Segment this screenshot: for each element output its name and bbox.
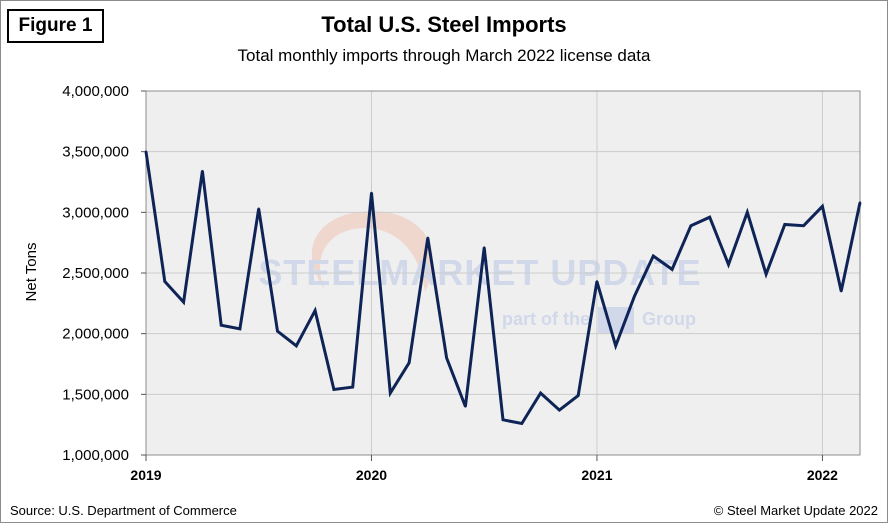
data-point [332, 388, 336, 391]
x-tick-label: 2020 [356, 467, 387, 483]
data-point [426, 236, 430, 240]
data-point [295, 344, 298, 347]
copyright-note: © Steel Market Update 2022 [713, 503, 878, 518]
data-point [501, 418, 505, 422]
source-note: Source: U.S. Department of Commerce [10, 503, 237, 518]
data-point [633, 294, 636, 298]
y-tick-label: 1,500,000 [62, 386, 129, 403]
figure-label: Figure 1 [7, 9, 104, 43]
data-point [802, 224, 805, 227]
watermark-tagline-prefix: part of the [502, 309, 590, 329]
data-points [144, 150, 862, 425]
data-point [652, 254, 655, 258]
chart-subtitle: Total monthly imports through March 2022… [237, 46, 651, 65]
x-tick-label: 2019 [130, 467, 161, 483]
data-point [144, 150, 148, 153]
data-point [257, 207, 260, 210]
data-point [689, 224, 693, 227]
data-point [389, 391, 392, 395]
x-axis: 2019 2020 2021 2022 [130, 455, 838, 483]
y-tick-label: 3,000,000 [62, 204, 129, 221]
data-point [445, 356, 448, 360]
data-point [219, 323, 223, 327]
y-tick-label: 4,000,000 [62, 83, 129, 100]
y-tick-label: 3,500,000 [62, 144, 129, 161]
data-point [783, 223, 787, 226]
data-point [351, 385, 354, 389]
data-point [727, 263, 730, 266]
data-point [539, 391, 542, 395]
data-point [520, 422, 523, 425]
data-point [201, 169, 204, 173]
y-tick-label: 2,000,000 [62, 326, 129, 343]
data-point [708, 215, 711, 219]
chart-title: Total U.S. Steel Imports [321, 12, 567, 37]
data-point [821, 205, 824, 208]
data-point [595, 280, 599, 283]
data-point [238, 327, 242, 331]
data-point [558, 408, 561, 412]
x-gridlines [370, 91, 823, 455]
data-point [858, 201, 862, 204]
data-point [483, 246, 486, 249]
data-point [746, 211, 749, 214]
data-point [464, 405, 467, 408]
data-point [407, 361, 411, 364]
data-point [370, 191, 373, 195]
data-point [163, 280, 166, 283]
data-point [670, 268, 674, 271]
data-point [614, 344, 617, 347]
watermark-swoosh [311, 211, 433, 292]
data-point [840, 290, 843, 293]
data-point [313, 309, 317, 312]
data-point [764, 273, 768, 276]
data-point [276, 330, 279, 333]
data-point [576, 394, 580, 397]
x-tick-label: 2022 [807, 467, 838, 483]
y-gridlines [146, 90, 860, 456]
data-point [182, 300, 185, 304]
y-tick-label: 1,000,000 [62, 447, 129, 464]
y-axis-label: Net Tons [23, 243, 40, 302]
y-axis: 1,000,000 1,500,000 2,000,000 2,500,000 3,00… [62, 83, 146, 464]
y-tick-label: 2,500,000 [62, 265, 129, 282]
watermark-tagline-suffix: Group [642, 309, 696, 329]
x-tick-label: 2021 [581, 467, 612, 483]
